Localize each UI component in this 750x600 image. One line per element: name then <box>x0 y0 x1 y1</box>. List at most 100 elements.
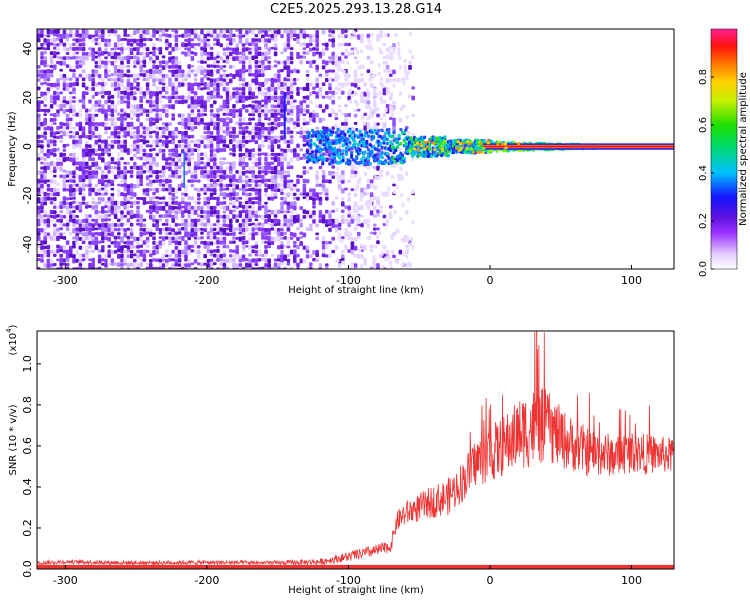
heatmap-noise-cell <box>219 253 223 259</box>
heatmap-noise-cell <box>267 153 271 158</box>
heatmap-noise-cell <box>117 205 121 210</box>
heatmap-noise-cell <box>37 178 41 184</box>
heatmap-haze-cell <box>398 64 402 69</box>
heatmap-haze-cell <box>403 58 407 63</box>
heatmap-noise-cell <box>254 174 259 179</box>
heatmap-noise-cell <box>325 77 329 83</box>
heatmap-noise-cell <box>43 135 47 140</box>
heatmap-noise-cell <box>142 91 147 97</box>
heatmap-noise-cell <box>296 188 300 192</box>
heatmap-noise-cell <box>302 143 307 147</box>
heatmap-noise-cell <box>190 205 195 210</box>
heatmap-noise-cell <box>110 187 115 191</box>
heatmap-noise-cell <box>49 263 54 267</box>
heatmap-noise-cell <box>43 51 47 55</box>
heatmap-noise-cell <box>235 99 239 104</box>
heatmap-noise-cell <box>251 78 255 83</box>
heatmap-noise-cell <box>161 236 166 242</box>
heatmap-noise-cell <box>229 148 233 151</box>
heatmap-noise-cell <box>113 59 118 64</box>
heatmap-haze-cell <box>349 99 353 104</box>
heatmap-noise-cell <box>229 47 233 51</box>
heatmap-haze-cell <box>370 46 374 51</box>
heatmap-noise-cell <box>78 73 83 78</box>
heatmap-noise-cell <box>155 227 159 231</box>
heatmap-noise-cell <box>133 148 137 152</box>
heatmap-noise-cell <box>261 104 265 108</box>
heatmap-noise-cell <box>289 112 294 116</box>
heatmap-noise-cell <box>344 55 348 59</box>
heatmap-noise-cell <box>325 179 329 184</box>
heatmap-haze-cell <box>378 91 382 96</box>
heatmap-noise-cell <box>318 219 323 224</box>
heatmap-noise-cell <box>104 236 108 241</box>
heatmap-noise-cell <box>267 232 271 236</box>
heatmap-noise-cell <box>293 258 297 264</box>
heatmap-noise-cell <box>267 161 271 167</box>
heatmap-noise-cell <box>65 113 70 118</box>
heatmap-noise-cell <box>88 47 92 51</box>
heatmap-haze-cell <box>342 70 346 75</box>
heatmap-noise-cell <box>369 192 374 198</box>
heatmap-noise-cell <box>411 95 415 101</box>
heatmap-noise-cell <box>270 192 275 198</box>
heatmap-noise-cell <box>69 108 73 114</box>
heatmap-noise-cell <box>206 231 211 236</box>
heatmap-noise-cell <box>136 29 140 34</box>
heatmap-noise-cell <box>187 179 191 183</box>
heatmap-noise-cell <box>110 60 115 66</box>
heatmap-noise-cell <box>254 253 259 257</box>
heatmap-haze-cell <box>349 35 353 40</box>
heatmap-noise-cell <box>305 227 310 231</box>
heatmap-noise-cell <box>43 121 47 126</box>
heatmap-noise-cell <box>222 184 227 188</box>
heatmap-noise-cell <box>104 218 108 222</box>
heatmap-noise-cell <box>267 95 271 101</box>
heatmap-noise-cell <box>168 156 172 161</box>
heatmap-noise-cell <box>165 104 169 108</box>
heatmap-noise-cell <box>129 232 134 237</box>
heatmap-haze-cell <box>378 231 382 236</box>
heatmap-haze-cell <box>364 202 368 207</box>
heatmap-noise-cell <box>229 232 233 236</box>
heatmap-haze-cell <box>392 163 396 168</box>
heatmap-noise-cell <box>161 122 166 126</box>
heatmap-noise-cell <box>85 108 89 113</box>
heatmap-haze-cell <box>344 48 348 53</box>
heatmap-noise-cell <box>117 131 121 135</box>
heatmap-noise-cell <box>78 258 83 264</box>
heatmap-noise-cell <box>133 77 137 83</box>
heatmap-noise-cell <box>145 169 150 173</box>
heatmap-noise-cell <box>91 144 95 148</box>
heatmap-noise-cell <box>280 267 284 269</box>
heatmap-haze-cell <box>405 263 409 268</box>
heatmap-noise-cell <box>136 205 140 210</box>
heatmap-noise-cell <box>43 64 47 68</box>
heatmap-haze-cell <box>405 235 409 240</box>
heatmap-noise-cell <box>267 184 271 190</box>
heatmap-noise-cell <box>59 162 63 166</box>
heatmap-noise-cell <box>238 143 243 150</box>
heatmap-haze-cell <box>381 84 385 89</box>
heatmap-noise-cell <box>165 209 169 214</box>
heatmap-noise-cell <box>248 130 252 135</box>
heatmap-noise-cell <box>206 134 211 139</box>
heatmap-noise-cell <box>286 174 291 178</box>
heatmap-noise-cell <box>120 179 124 184</box>
heatmap-noise-cell <box>238 78 243 82</box>
heatmap-noise-cell <box>139 34 143 39</box>
heatmap-noise-cell <box>254 214 259 218</box>
heatmap-haze-cell <box>361 64 365 69</box>
heatmap-noise-cell <box>62 77 67 83</box>
heatmap-noise-cell <box>85 174 89 179</box>
heatmap-noise-cell <box>216 148 220 153</box>
heatmap-noise-cell <box>120 148 124 153</box>
heatmap-noise-cell <box>328 60 332 64</box>
heatmap-noise-cell <box>235 144 239 149</box>
heatmap-noise-cell <box>152 205 156 211</box>
heatmap-noise-cell <box>238 196 243 200</box>
heatmap-noise-cell <box>197 201 201 205</box>
heatmap-noise-cell <box>241 165 246 171</box>
heatmap-noise-cell <box>264 257 268 263</box>
heatmap-noise-cell <box>62 96 67 101</box>
